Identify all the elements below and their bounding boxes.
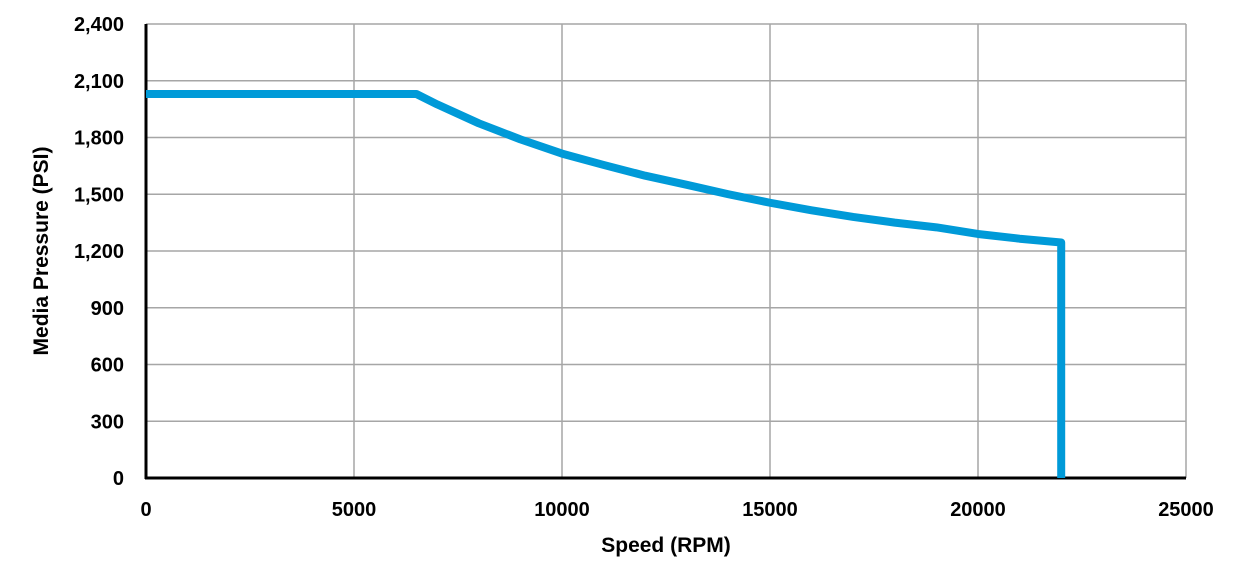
- x-tick-label: 0: [140, 499, 151, 521]
- y-tick-label: 1,200: [74, 241, 124, 263]
- tick-labels: 0 5000 10000 15000 20000 25000 0 300 600 900 1,200…: [74, 14, 1214, 521]
- series: [146, 89, 1066, 478]
- x-tick-label: 20000: [950, 499, 1006, 521]
- y-tick-label: 2,400: [74, 14, 124, 36]
- y-tick-label: 1,800: [74, 128, 124, 150]
- x-tick-label: 15000: [742, 499, 798, 521]
- y-axis-label: Media Pressure (PSI): [30, 147, 53, 356]
- y-tick-label: 2,100: [74, 71, 124, 93]
- x-tick-label: 25000: [1158, 499, 1214, 521]
- grid: [146, 23, 1187, 478]
- y-tick-label: 300: [91, 411, 124, 433]
- series-line: [146, 89, 1066, 478]
- axes: [144, 24, 1186, 480]
- x-tick-label: 10000: [534, 499, 590, 521]
- x-axis-label: Speed (RPM): [601, 534, 731, 557]
- y-tick-label: 0: [113, 468, 124, 490]
- y-tick-label: 600: [91, 355, 124, 377]
- x-tick-label: 5000: [332, 499, 377, 521]
- y-tick-label: 1,500: [74, 184, 124, 206]
- y-tick-label: 900: [91, 298, 124, 320]
